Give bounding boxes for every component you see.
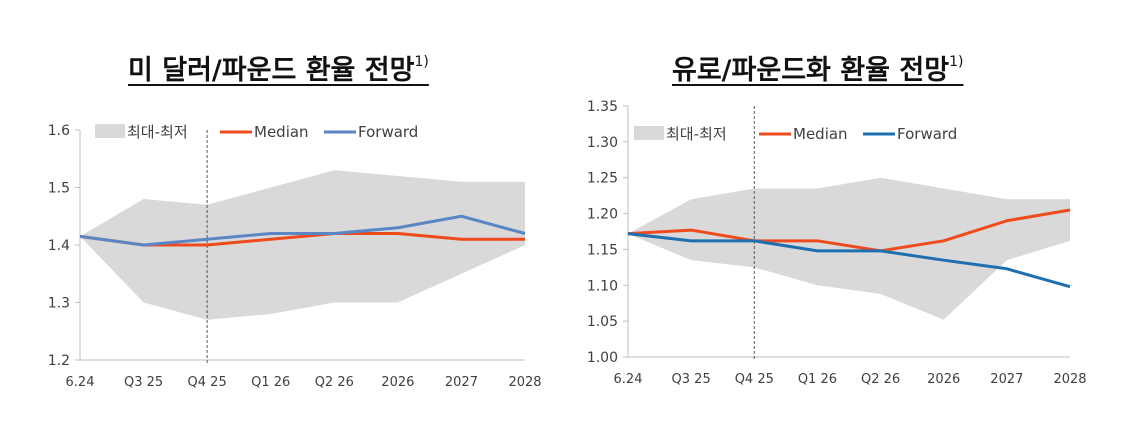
left-y-tick-label: 1.6 — [48, 123, 70, 139]
right-y-tick-label: 1.00 — [587, 350, 618, 366]
left-legend-range-label: 최대-최저 — [127, 123, 188, 141]
left-x-tick-label: Q1 26 — [251, 375, 290, 390]
left-x-tick-label: 2026 — [381, 375, 414, 390]
left-y-tick-label: 1.5 — [48, 181, 70, 197]
left-forward-line — [79, 214, 526, 247]
left-x-tick-label: Q3 25 — [124, 375, 163, 390]
left-chart-title: 미 달러/파운드 환율 전망1) — [128, 48, 429, 87]
right-x-tick-label: 2028 — [1053, 372, 1086, 387]
right-legend-forward-label: Forward — [897, 125, 957, 143]
right-y-tick-label: 1.10 — [587, 278, 618, 294]
right-x-tick-label: Q1 26 — [798, 372, 837, 387]
right-x-tick-label: Q3 25 — [672, 372, 711, 387]
left-x-tick-label: Q4 25 — [188, 375, 227, 390]
right-legend-median-label: Median — [793, 125, 848, 143]
right-chart-title-footnote: 1) — [949, 54, 964, 70]
right-forward-line — [627, 232, 1071, 289]
right-median-line — [627, 208, 1071, 253]
left-legend-median-label: Median — [254, 123, 309, 141]
right-range-band — [628, 177, 1070, 320]
left-y-tick-label: 1.3 — [48, 296, 70, 312]
left-y-tick-label: 1.4 — [48, 238, 70, 254]
left-legend-forward-label: Forward — [358, 123, 418, 141]
left-range-band — [80, 170, 525, 320]
right-chart-title: 유로/파운드화 환율 전망1) — [672, 48, 963, 87]
right-x-tick-label: 2027 — [990, 372, 1023, 387]
left-chart-title-footnote: 1) — [414, 54, 429, 70]
right-y-tick-label: 1.25 — [587, 171, 618, 187]
right-chart-title-text: 유로/파운드화 환율 전망 — [672, 55, 950, 86]
right-y-tick-label: 1.20 — [587, 207, 618, 223]
left-x-tick-label: Q2 26 — [315, 375, 354, 390]
left-chart-title-text: 미 달러/파운드 환율 전망 — [128, 55, 415, 86]
right-y-tick-label: 1.35 — [587, 99, 618, 115]
right-legend-range-swatch — [634, 126, 664, 140]
left-x-tick-label: 2027 — [445, 375, 478, 390]
right-y-tick-label: 1.05 — [587, 314, 618, 330]
right-x-tick-label: Q2 26 — [861, 372, 900, 387]
right-x-tick-label: 2026 — [927, 372, 960, 387]
left-x-tick-label: 6.24 — [66, 375, 95, 390]
left-y-tick-label: 1.2 — [48, 353, 70, 369]
right-legend-range-label: 최대-최저 — [666, 125, 727, 143]
right-x-tick-label: 6.24 — [614, 372, 643, 387]
right-x-tick-label: Q4 25 — [735, 372, 774, 387]
left-x-tick-label: 2028 — [508, 375, 541, 390]
left-legend-range-swatch — [95, 124, 125, 138]
right-y-tick-label: 1.15 — [587, 242, 618, 258]
right-y-tick-label: 1.30 — [587, 135, 618, 151]
